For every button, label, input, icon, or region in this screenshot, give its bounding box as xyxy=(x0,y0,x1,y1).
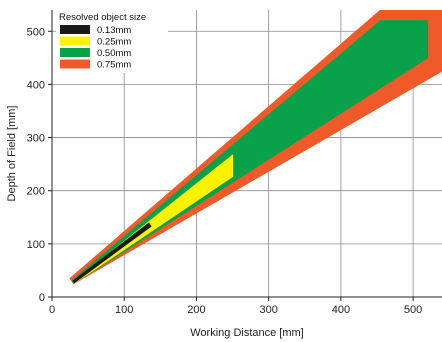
x-axis-label: Working Distance [mm] xyxy=(190,327,304,339)
x-tick-label: 0 xyxy=(49,304,55,316)
y-tick-label: 0 xyxy=(39,292,45,304)
y-tick-label: 200 xyxy=(27,186,45,198)
legend-title: Resolved object size xyxy=(59,12,146,23)
y-tick-label: 300 xyxy=(27,133,45,145)
x-tick-label: 200 xyxy=(187,304,205,316)
series-area-0-13mm xyxy=(72,222,152,284)
x-tick-label: 100 xyxy=(115,304,133,316)
series-areas xyxy=(69,10,442,285)
y-tick-label: 500 xyxy=(27,26,45,38)
legend-item-label: 0.75mm xyxy=(97,60,131,71)
y-tick-label: 400 xyxy=(27,79,45,91)
x-tick-label: 300 xyxy=(259,304,277,316)
legend: Resolved object size 0.13mm0.25mm0.50mm0.… xyxy=(56,11,168,73)
legend-item-label: 0.13mm xyxy=(97,25,131,36)
legend-swatch xyxy=(60,36,90,46)
x-tick-label: 400 xyxy=(332,304,350,316)
legend-swatch xyxy=(60,25,90,34)
y-tick-label: 100 xyxy=(27,239,45,251)
axes: 0 100 200 300 400 500 0 100 200 300 400 500 xyxy=(27,10,442,316)
legend-item-label: 0.50mm xyxy=(97,48,131,59)
legend-swatch xyxy=(60,48,90,57)
x-tick-label: 500 xyxy=(404,304,422,316)
legend-swatch xyxy=(60,59,90,69)
legend-item-label: 0.25mm xyxy=(97,37,131,48)
y-axis-label: Depth of Field [mm] xyxy=(6,106,18,202)
